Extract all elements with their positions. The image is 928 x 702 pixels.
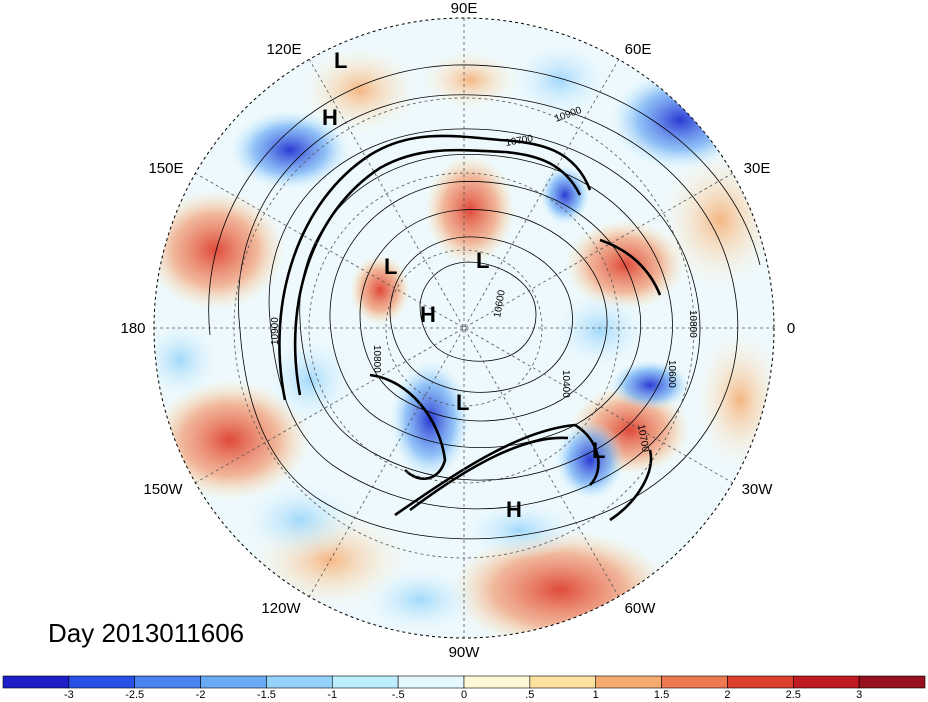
colorbar-swatch <box>2 675 70 689</box>
colorbar-tick-label: -1 <box>327 689 337 701</box>
colorbar-tick-label: 2 <box>724 689 730 701</box>
colorbar-swatch <box>727 675 794 689</box>
contour-label: 10600 <box>492 289 508 319</box>
contour-label: 10600 <box>666 360 677 388</box>
colorbar-swatch <box>68 675 136 689</box>
lon-label-60e: 60E <box>625 41 652 58</box>
colorbar-tick-label: -2 <box>196 689 206 701</box>
colorbar-tick-label: 0 <box>461 689 467 701</box>
colorbar-tick-label: 2.5 <box>786 689 801 701</box>
low-center: L <box>456 390 469 415</box>
shaded-anomaly-field <box>154 18 774 638</box>
lon-label-30e: 30E <box>744 160 771 177</box>
high-center: H <box>506 497 522 522</box>
colorbar-tick-label: -2.5 <box>125 689 144 701</box>
contour-label: 10400 <box>560 370 571 398</box>
map-boundary <box>153 17 775 639</box>
contour-label: 10800 <box>687 310 698 338</box>
colorbar-tick-label: 1 <box>593 689 599 701</box>
colorbar-swatch <box>858 675 926 689</box>
colorbar: -3 -2.5 -2 -1.5 -1 -.5 0 .5 1 1.5 2 2.5 3 <box>2 675 926 701</box>
longitude-labels: 90E 60E 30E 0 30W 60W 90W 120W 150W 180 … <box>120 0 795 661</box>
colorbar-swatch <box>595 675 662 689</box>
jet-contours <box>278 134 662 522</box>
colorbar-tick-label: -1.5 <box>257 689 276 701</box>
colorbar-swatch <box>134 675 201 689</box>
lon-label-150e: 150E <box>148 160 183 177</box>
contour-label: 10900 <box>270 317 281 345</box>
contour-label: 10800 <box>371 345 382 373</box>
graticule <box>154 18 774 638</box>
date-label: Day 2013011606 <box>48 618 245 648</box>
contour-label: 10700 <box>505 133 535 149</box>
high-center: H <box>322 105 338 130</box>
low-center: L <box>334 48 347 73</box>
height-contours <box>208 64 761 540</box>
colorbar-swatch <box>792 675 860 689</box>
lon-label-180: 180 <box>120 320 145 337</box>
lon-label-90w: 90W <box>449 644 481 661</box>
colorbar-tick-label: .5 <box>525 689 534 701</box>
contour-label: 10700 <box>635 424 651 454</box>
lon-label-30w: 30W <box>742 481 774 498</box>
lon-label-120e: 120E <box>266 41 301 58</box>
colorbar-tick-label: 3 <box>856 689 862 701</box>
colorbar-tick-label: 1.5 <box>654 689 669 701</box>
pressure-centers: L H L L H L L H <box>322 48 605 522</box>
colorbar-swatch <box>397 675 465 689</box>
low-center: L <box>384 254 397 279</box>
lon-label-90e: 90E <box>451 0 478 17</box>
contour-labels: 10900 10700 10900 10800 10800 10600 1070… <box>270 105 698 454</box>
colorbar-swatch <box>529 675 597 689</box>
colorbar-tick-label: -.5 <box>392 689 405 701</box>
colorbar-tick-label: -3 <box>64 689 74 701</box>
colorbar-swatch <box>661 675 728 689</box>
lon-label-120w: 120W <box>261 600 301 617</box>
low-center: L <box>592 438 605 463</box>
low-center: L <box>476 248 489 273</box>
lon-label-60w: 60W <box>625 600 657 617</box>
lon-label-0: 0 <box>787 320 795 337</box>
colorbar-swatch <box>200 675 267 689</box>
colorbar-swatch <box>266 675 333 689</box>
colorbar-swatch <box>463 675 531 689</box>
colorbar-swatch <box>331 675 399 689</box>
lon-label-150w: 150W <box>143 481 183 498</box>
high-center: H <box>420 302 436 327</box>
